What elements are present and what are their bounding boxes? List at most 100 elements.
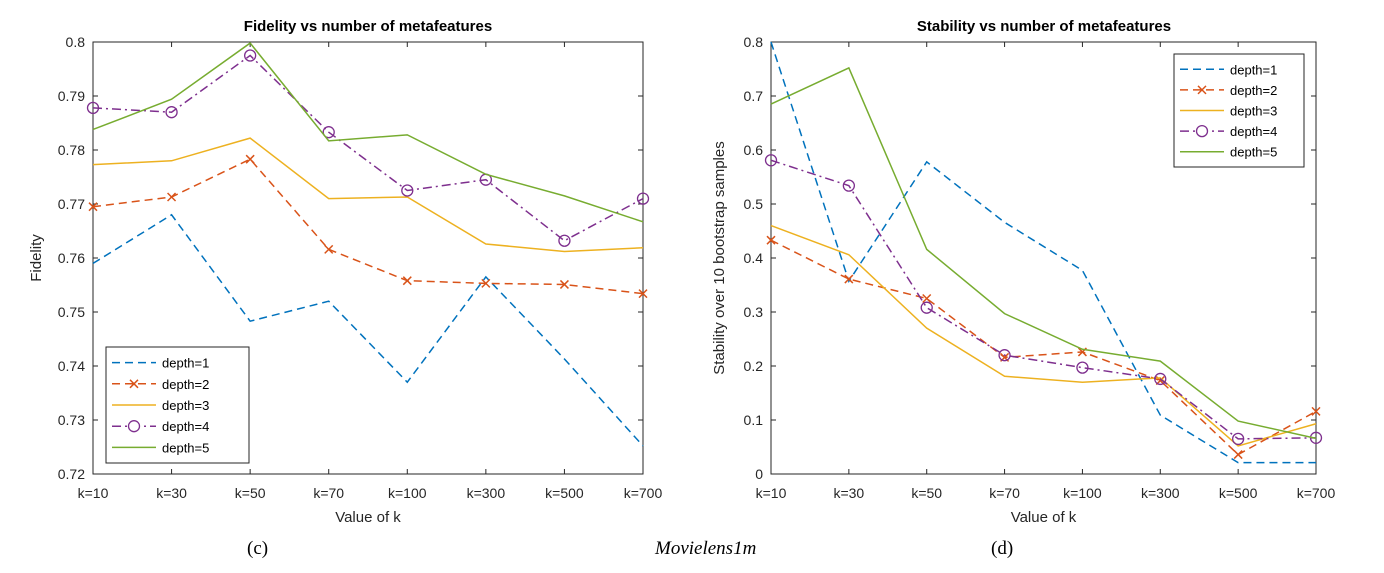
marker-stroke: [559, 279, 569, 289]
data-point-depth-4: [1154, 372, 1167, 386]
series-line-depth-5: [92, 42, 644, 223]
y-tick-label: 0.8: [66, 34, 86, 50]
legend-label: depth=2: [1230, 83, 1277, 98]
legend-label: depth=1: [162, 356, 209, 371]
x-tick-label: k=700: [624, 485, 663, 501]
panel-label-d: (d): [991, 538, 1014, 559]
x-tick-label: k=10: [756, 485, 787, 501]
legend: depth=1 depth=2 depth=3 depth=4 depth=5: [105, 346, 250, 464]
data-point-depth-4: [1076, 361, 1089, 374]
marker-stroke: [402, 276, 412, 286]
legend-marker: [127, 420, 141, 433]
series-line-depth-4: [770, 159, 1317, 440]
legend-marker: [129, 379, 139, 389]
marker-stroke: [167, 192, 177, 202]
x-axis-label: Value of k: [1011, 509, 1077, 526]
data-point-depth-2: [481, 278, 491, 288]
data-point-depth-4: [401, 184, 414, 197]
data-point-depth-4: [558, 234, 571, 247]
x-tick-label: k=500: [1219, 485, 1258, 501]
marker-stroke: [481, 278, 491, 288]
x-tick-label: k=500: [545, 485, 584, 501]
x-tick-label: k=100: [1063, 485, 1102, 501]
y-tick-label: 0.3: [744, 304, 764, 320]
y-tick-label: 0.4: [744, 250, 764, 266]
x-tick-label: k=300: [467, 485, 506, 501]
y-axis-label: Stability over 10 bootstrap samples: [711, 141, 728, 374]
y-tick-label: 0.78: [58, 142, 85, 158]
x-tick-label: k=10: [78, 485, 109, 501]
y-tick-label: 0.74: [58, 358, 85, 374]
figure-caption: Movielens1m: [655, 538, 757, 559]
y-tick-label: 0.72: [58, 466, 85, 482]
legend: depth=1 depth=2 depth=3 depth=4 depth=5: [1173, 53, 1305, 168]
y-tick-label: 0.8: [744, 34, 764, 50]
data-point-depth-4: [322, 126, 335, 139]
x-tick-label: k=50: [235, 485, 266, 501]
x-tick-label: k=30: [156, 485, 187, 501]
x-tick-label: k=30: [833, 485, 864, 501]
y-tick-label: 0.76: [58, 250, 85, 266]
y-axis-label: Fidelity: [28, 234, 45, 282]
data-point-depth-4: [998, 349, 1011, 362]
panel-label-c: (c): [247, 538, 269, 559]
marker-stroke: [766, 235, 776, 245]
data-point-depth-4: [636, 192, 650, 205]
y-tick-label: 0.2: [744, 358, 764, 374]
y-tick-label: 0.77: [58, 196, 85, 212]
legend-label: depth=3: [1230, 104, 1277, 119]
marker-stroke: [1311, 406, 1321, 416]
y-tick-label: 0.6: [744, 142, 764, 158]
data-point-depth-4: [842, 179, 856, 192]
data-point-depth-4: [86, 101, 100, 115]
data-point-depth-2: [844, 274, 854, 284]
x-tick-label: k=300: [1141, 485, 1180, 501]
legend-label: depth=3: [162, 398, 209, 413]
marker-stroke: [844, 274, 854, 284]
legend-marker: [1195, 124, 1209, 138]
y-tick-label: 0.7: [744, 88, 764, 104]
data-point-depth-2: [88, 202, 98, 212]
chart-title: Fidelity vs number of metafeatures: [244, 18, 492, 35]
data-point-depth-2: [1311, 406, 1321, 416]
legend-label: depth=2: [162, 377, 209, 392]
legend-label: depth=4: [1230, 124, 1277, 139]
marker-stroke: [922, 293, 932, 304]
data-point-depth-2: [245, 154, 255, 164]
marker-stroke: [638, 289, 648, 299]
y-tick-label: 0.5: [744, 196, 764, 212]
legend-label: depth=4: [162, 419, 209, 434]
series-line-depth-2: [92, 158, 644, 295]
fidelity-chart: Fidelity vs number of metafeatures k=10 k=…: [28, 18, 662, 526]
chart-title: Stability vs number of metafeatures: [917, 18, 1171, 35]
series-line-depth-1: [770, 41, 1316, 464]
marker-stroke: [1233, 450, 1243, 460]
x-tick-label: k=50: [911, 485, 942, 501]
series-line-depth-4: [92, 54, 644, 242]
data-point-depth-2: [922, 293, 932, 304]
x-tick-label: k=100: [388, 485, 427, 501]
marker-stroke: [324, 244, 334, 254]
data-point-depth-2: [167, 192, 177, 202]
series-line-depth-3: [92, 137, 644, 253]
stability-chart: Stability vs number of metafeatures k=10 k…: [711, 18, 1335, 526]
x-tick-label: k=700: [1297, 485, 1336, 501]
y-tick-label: 0.73: [58, 412, 85, 428]
data-point-depth-2: [559, 279, 569, 289]
legend-label: depth=1: [1230, 62, 1277, 77]
data-point-depth-4: [165, 106, 178, 119]
y-tick-label: 0.75: [58, 304, 85, 320]
y-tick-label: 0.79: [58, 88, 85, 104]
data-point-depth-2: [638, 289, 648, 299]
marker-stroke: [245, 154, 255, 164]
series-line-depth-1: [92, 213, 644, 447]
data-point-depth-2: [402, 276, 412, 286]
y-tick-label: 0: [755, 466, 763, 482]
legend-label: depth=5: [1230, 145, 1277, 160]
series-line-depth-5: [770, 66, 1317, 440]
series-line-depth-2: [770, 239, 1317, 456]
data-point-depth-4: [243, 49, 257, 62]
data-point-depth-2: [1233, 450, 1243, 460]
data-point-depth-2: [324, 244, 334, 254]
